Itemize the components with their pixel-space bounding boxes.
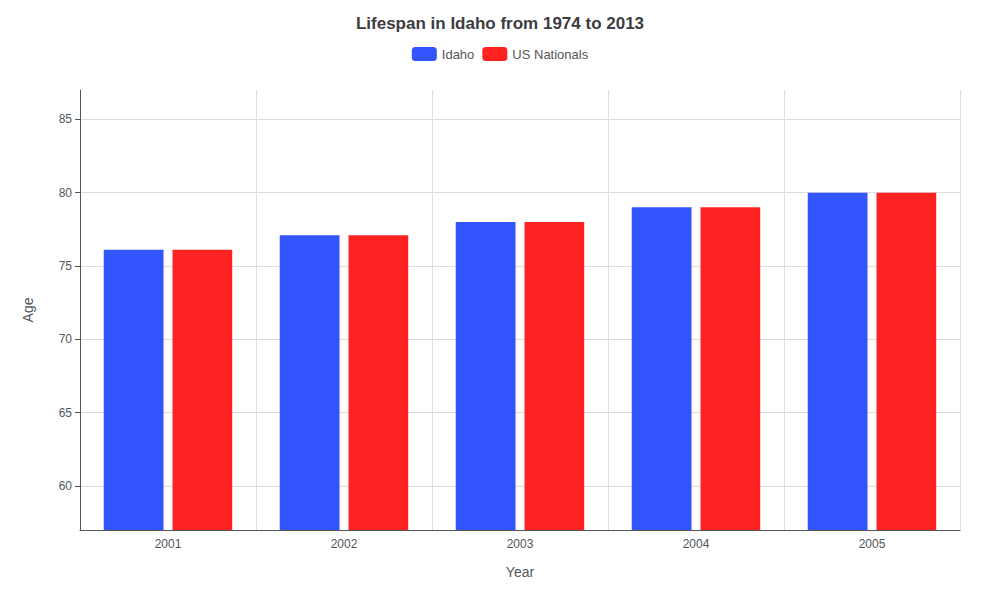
svg-text:US Nationals: US Nationals: [512, 47, 588, 62]
svg-text:75: 75: [59, 259, 73, 273]
svg-text:80: 80: [59, 186, 73, 200]
svg-text:Year: Year: [506, 564, 535, 580]
svg-text:70: 70: [59, 332, 73, 346]
svg-text:Idaho: Idaho: [442, 47, 475, 62]
svg-text:60: 60: [59, 479, 73, 493]
svg-text:2001: 2001: [155, 537, 182, 551]
svg-text:2002: 2002: [331, 537, 358, 551]
svg-text:2005: 2005: [859, 537, 886, 551]
svg-text:85: 85: [59, 112, 73, 126]
svg-text:2003: 2003: [507, 537, 534, 551]
svg-text:2004: 2004: [683, 537, 710, 551]
svg-text:Age: Age: [20, 297, 36, 322]
svg-text:Lifespan in Idaho from 1974 to: Lifespan in Idaho from 1974 to 2013: [356, 14, 644, 33]
svg-text:65: 65: [59, 406, 73, 420]
